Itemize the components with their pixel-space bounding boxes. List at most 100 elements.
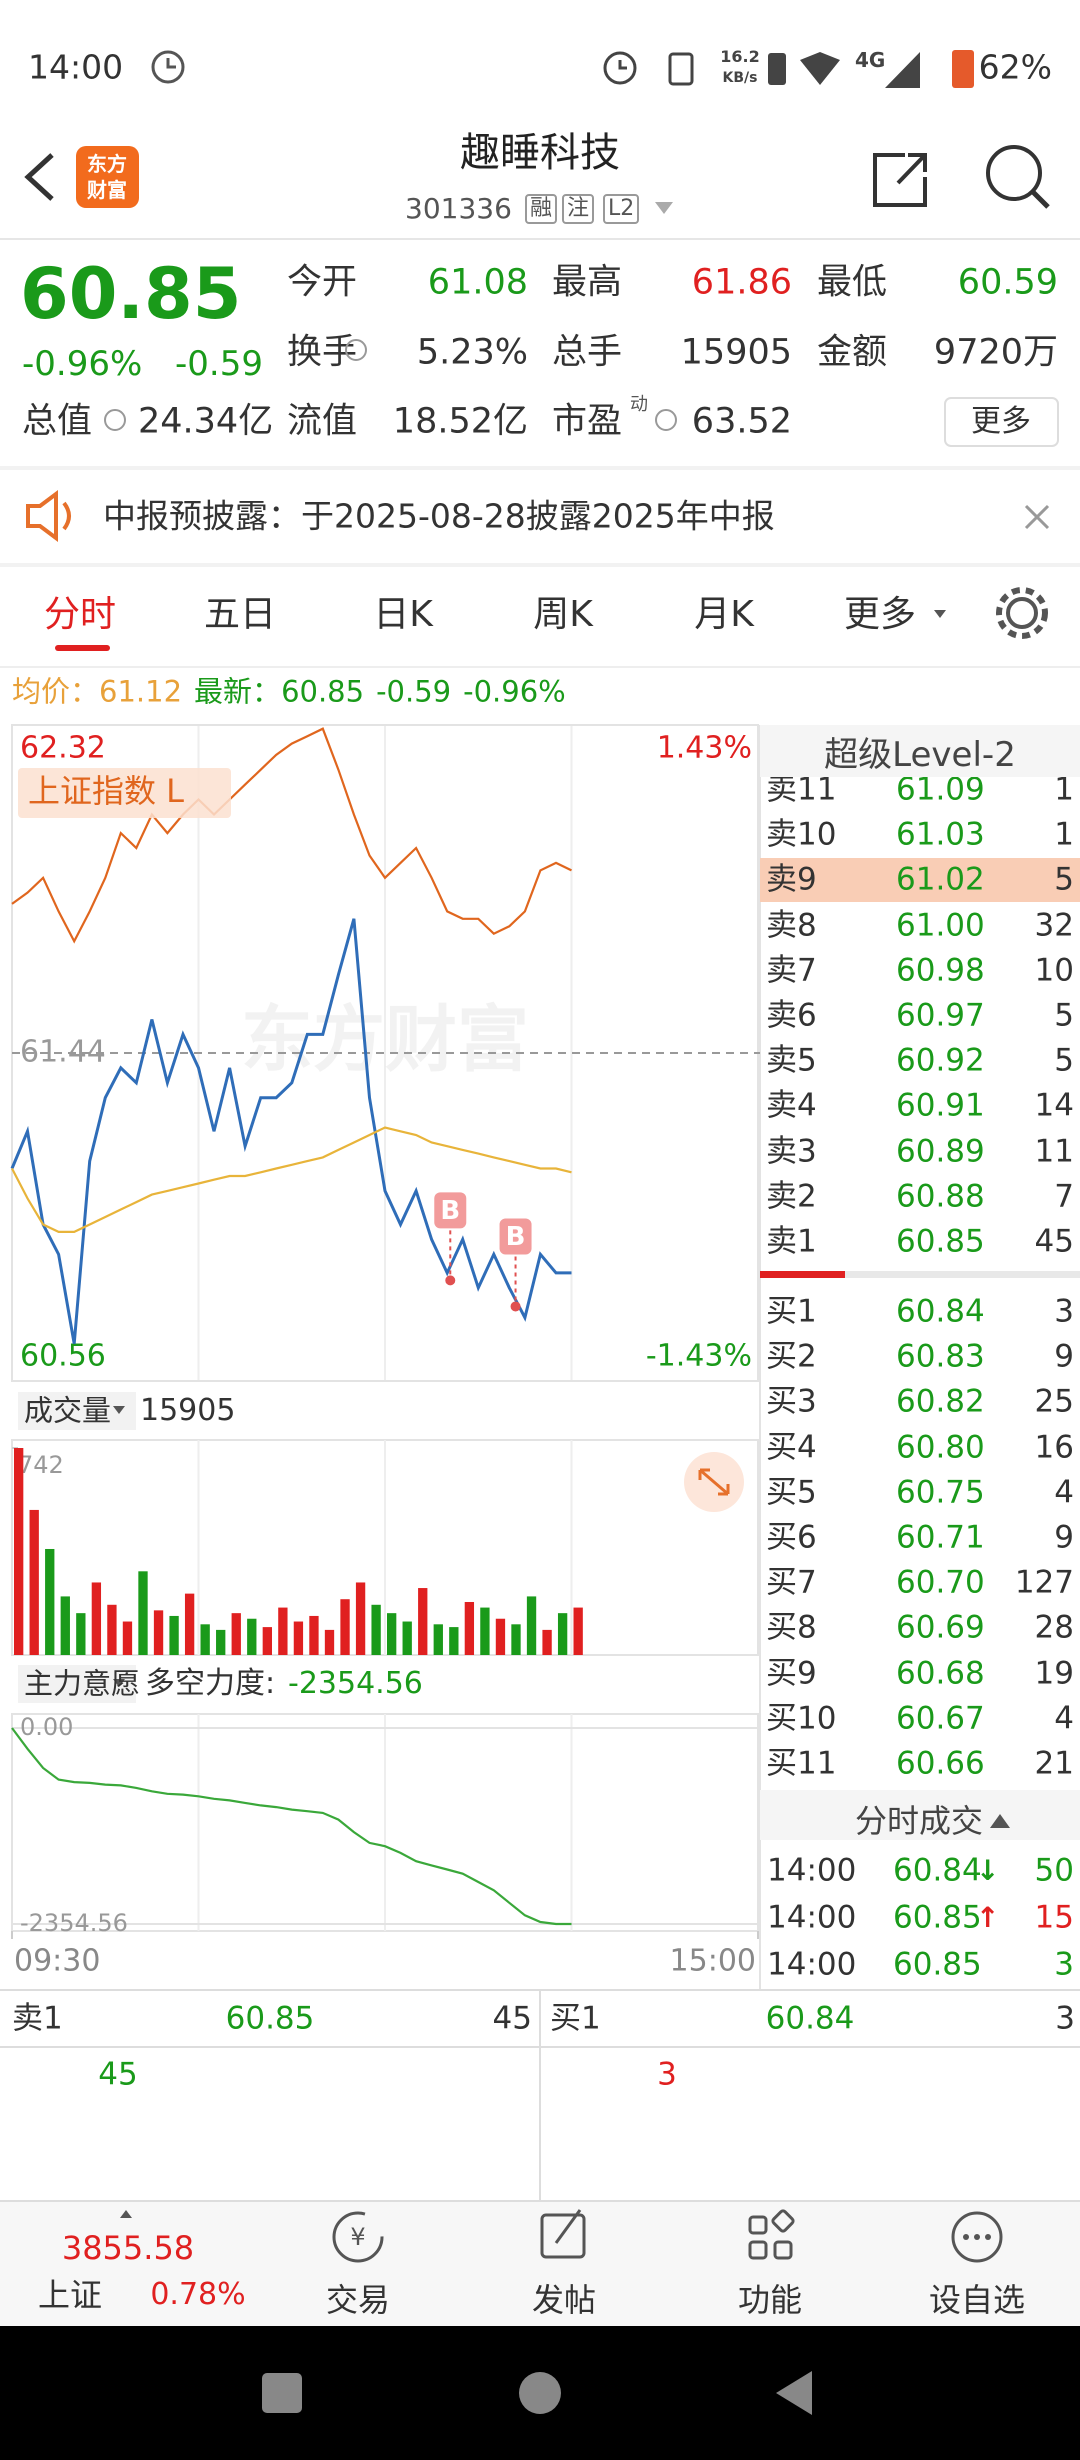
- book-price: 60.92: [896, 1042, 985, 1079]
- x-tick-label: 15:00: [670, 1944, 756, 1979]
- field-label: 最高: [552, 262, 623, 303]
- order-book-bids: 买1 60.84 3 买2 60.83 9 买3 60.82 25 买4 60.80 16 买5 60.7…: [760, 1280, 1080, 1790]
- volume-bar: [449, 1627, 459, 1655]
- book-volume: 28: [1034, 1609, 1074, 1646]
- field-value: 15905: [680, 332, 792, 373]
- book-row: 卖11 61.09 1: [760, 777, 1080, 812]
- book-label: 卖9: [766, 861, 817, 898]
- legend-label: 上证指数 L: [28, 772, 184, 810]
- index-name[interactable]: 上证: [37, 2276, 103, 2314]
- book-row: 卖4 60.91 14: [760, 1084, 1080, 1128]
- net-unit: KB/s: [722, 70, 758, 86]
- bid-detail: 3: [657, 2056, 677, 2093]
- book-label: 买7: [766, 1564, 817, 1601]
- tab[interactable]: 周K: [533, 594, 593, 635]
- index-pct[interactable]: 0.78%: [150, 2277, 246, 2312]
- force-title[interactable]: 主力意愿: [24, 1666, 141, 1701]
- field-value: 5.23%: [416, 332, 528, 373]
- nav-item[interactable]: 交易: [325, 2281, 391, 2319]
- volume-bar: [371, 1604, 381, 1655]
- book-label: 买9: [766, 1655, 817, 1692]
- volume-bar: [511, 1624, 521, 1655]
- line-series: [11, 1727, 572, 1926]
- field-sup: 动: [630, 394, 648, 415]
- marker-badge: [434, 1192, 467, 1229]
- ask-volume: 45: [492, 2000, 532, 2037]
- notice-text[interactable]: 中报预披露：于2025-08-28披露2025年中报: [103, 496, 775, 536]
- book-volume: 5: [1054, 861, 1074, 898]
- volume-title[interactable]: 成交量: [24, 1393, 112, 1428]
- book-label: 买2: [766, 1338, 817, 1375]
- book-price: 61.02: [896, 861, 985, 898]
- book-volume: 1: [1054, 777, 1074, 808]
- book-row: 卖1 60.85 45: [760, 1220, 1080, 1264]
- net-speed: 16.2: [720, 47, 760, 66]
- volume-bar: [495, 1618, 506, 1655]
- book-label: 卖8: [766, 907, 817, 944]
- order-book-asks: 卖11 61.09 1 卖10 61.03 1 卖9 61.02 5 卖8 61.00 32 卖7 60.…: [760, 777, 1080, 1271]
- volume-bar: [107, 1604, 117, 1655]
- book-label: 卖2: [766, 1178, 817, 1215]
- volume-bar: [480, 1607, 490, 1655]
- ask-label: 卖1: [12, 2000, 63, 2037]
- book-label: 卖1: [766, 1223, 817, 1260]
- y-tick-label: 0.00: [20, 1713, 73, 1741]
- nav-item[interactable]: 发帖: [531, 2281, 597, 2319]
- book-label: 买1: [766, 1293, 817, 1330]
- book-row: 卖9 61.02 5: [760, 858, 1080, 903]
- book-label: 买11: [766, 1745, 837, 1782]
- force-label: 多空力度:: [145, 1666, 276, 1701]
- nav-item[interactable]: 设自选: [928, 2281, 1026, 2319]
- stock-tag: 注: [562, 194, 595, 224]
- line-series: [10, 918, 572, 1344]
- book-price: 60.71: [896, 1519, 985, 1556]
- svg-text:¥: ¥: [350, 2223, 365, 2251]
- tab[interactable]: 更多: [843, 594, 917, 635]
- panel-title: 超级Level-2: [824, 735, 1016, 775]
- tab[interactable]: 五日: [203, 594, 277, 635]
- field-label: 最低: [817, 262, 888, 303]
- legend-box: [18, 768, 231, 818]
- field-value: 61.08: [427, 262, 528, 303]
- volume-bar: [464, 1601, 475, 1655]
- book-label: 卖6: [766, 997, 817, 1034]
- book-price: 61.00: [896, 907, 985, 944]
- volume-bar: [60, 1596, 70, 1655]
- field-value: 63.52: [691, 401, 792, 442]
- book-row: 买3 60.82 25: [760, 1380, 1080, 1424]
- y-tick-label: -2354.56: [20, 1909, 128, 1937]
- volume-bar: [29, 1509, 39, 1655]
- y-tick-label: 742: [18, 1451, 64, 1479]
- volume-bar: [262, 1627, 272, 1655]
- y-tick-label: 62.32: [20, 731, 106, 766]
- nav-item[interactable]: 功能: [737, 2281, 803, 2319]
- stock-tag: L2: [603, 194, 640, 224]
- volume-bar: [122, 1621, 133, 1655]
- trade-marker: [445, 1275, 456, 1286]
- more-button[interactable]: 更多: [971, 404, 1031, 439]
- volume-bar: [387, 1613, 397, 1655]
- x-tick-label: 09:30: [14, 1944, 100, 1979]
- tab[interactable]: 日K: [373, 594, 433, 635]
- ask-price: 60.85: [225, 2000, 315, 2037]
- book-volume: 16: [1034, 1429, 1074, 1466]
- tab[interactable]: 分时: [43, 594, 117, 635]
- stock-tag: 融: [525, 194, 558, 224]
- tab[interactable]: 月K: [694, 594, 754, 635]
- book-volume: 5: [1054, 1042, 1074, 1079]
- trade-time: 14:00: [767, 1946, 857, 1983]
- book-row: 买10 60.67 4: [760, 1697, 1080, 1741]
- volume-bar: [309, 1615, 319, 1655]
- volume-bar: [91, 1582, 102, 1655]
- field-value: 61.86: [691, 262, 792, 303]
- book-price: 60.67: [896, 1700, 985, 1737]
- volume-bar: [200, 1624, 210, 1655]
- book-price: 60.69: [896, 1609, 985, 1646]
- index-value[interactable]: 3855.58: [61, 2229, 195, 2267]
- trade-price: 60.85: [893, 1899, 982, 1936]
- info-icon: [655, 409, 677, 431]
- book-row: 买6 60.71 9: [760, 1516, 1080, 1560]
- marker-badge: [499, 1218, 532, 1255]
- y-tick-label: 61.44: [20, 1035, 106, 1070]
